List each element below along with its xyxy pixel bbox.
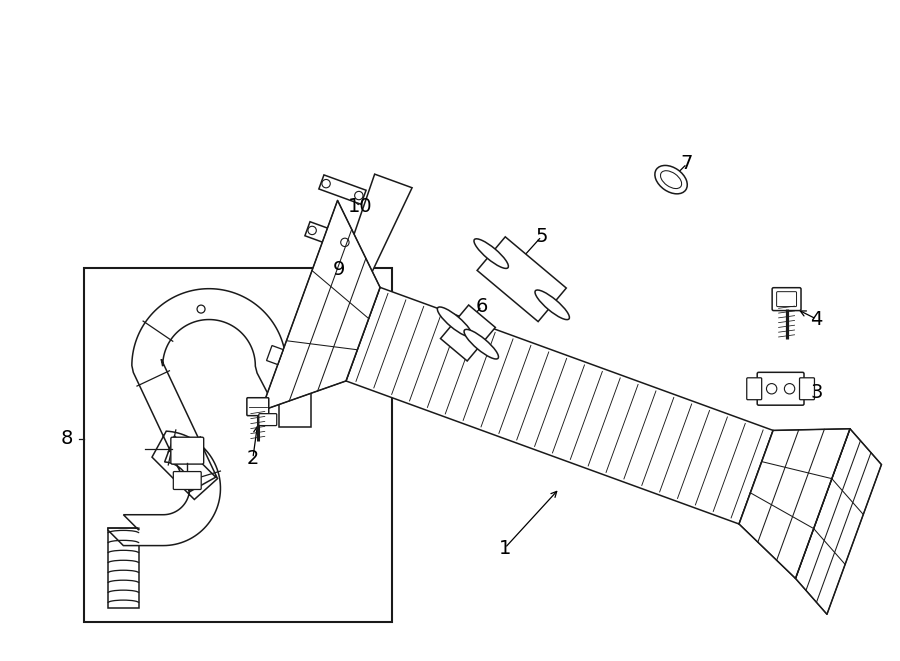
Ellipse shape <box>474 239 508 268</box>
Text: 7: 7 <box>680 154 693 173</box>
Polygon shape <box>477 237 566 322</box>
Circle shape <box>308 226 316 235</box>
Text: 2: 2 <box>247 449 259 468</box>
FancyBboxPatch shape <box>174 471 202 490</box>
FancyBboxPatch shape <box>772 288 801 311</box>
Polygon shape <box>305 221 352 251</box>
Polygon shape <box>266 346 284 365</box>
Circle shape <box>322 179 330 188</box>
Polygon shape <box>108 528 139 608</box>
Ellipse shape <box>655 165 688 194</box>
Polygon shape <box>739 429 850 578</box>
Polygon shape <box>796 429 881 614</box>
Circle shape <box>197 305 205 313</box>
FancyBboxPatch shape <box>747 378 761 400</box>
FancyBboxPatch shape <box>259 414 276 426</box>
Polygon shape <box>341 174 412 283</box>
Polygon shape <box>279 391 310 426</box>
Polygon shape <box>108 289 296 545</box>
Text: 8: 8 <box>60 429 73 448</box>
Text: 6: 6 <box>476 297 488 315</box>
Text: 4: 4 <box>810 309 823 329</box>
FancyBboxPatch shape <box>247 398 269 416</box>
Polygon shape <box>261 200 380 411</box>
Circle shape <box>355 192 363 200</box>
Circle shape <box>785 383 795 394</box>
Circle shape <box>341 238 349 247</box>
FancyBboxPatch shape <box>757 372 804 405</box>
Text: 9: 9 <box>332 260 345 279</box>
Ellipse shape <box>661 171 681 188</box>
Ellipse shape <box>535 290 570 320</box>
Text: 10: 10 <box>348 197 373 216</box>
Ellipse shape <box>437 307 472 336</box>
Circle shape <box>767 383 777 394</box>
FancyBboxPatch shape <box>171 437 203 464</box>
Text: 1: 1 <box>499 539 511 558</box>
Text: 3: 3 <box>810 383 823 403</box>
Text: 5: 5 <box>536 227 548 246</box>
Polygon shape <box>440 305 495 361</box>
Ellipse shape <box>464 329 499 359</box>
Polygon shape <box>346 288 773 524</box>
FancyBboxPatch shape <box>777 292 797 307</box>
Polygon shape <box>319 175 366 204</box>
Bar <box>84 268 392 622</box>
FancyBboxPatch shape <box>799 378 815 400</box>
